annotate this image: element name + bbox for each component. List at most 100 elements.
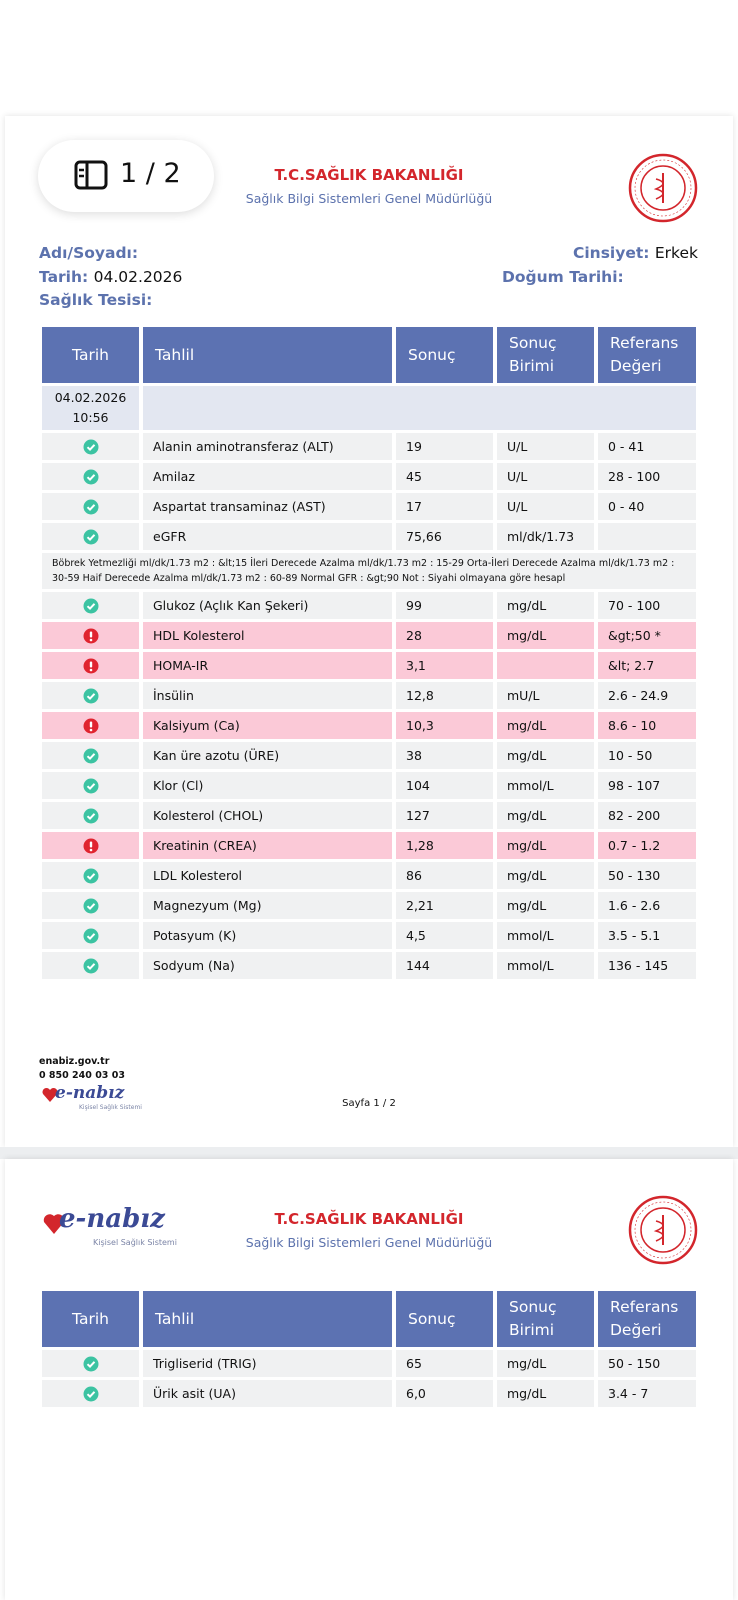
column-header: Referans Değeri bbox=[598, 1291, 696, 1347]
header-title: T.C.SAĞLIK BAKANLIĞI bbox=[274, 1210, 464, 1228]
status-cell bbox=[42, 862, 139, 889]
result: 104 bbox=[396, 772, 493, 799]
test-name: İnsülin bbox=[143, 682, 392, 709]
test-name: Ürik asit (UA) bbox=[143, 1380, 392, 1407]
page-2: e-nabız Kişisel Sağlık Sistemi T.C.SAĞLI… bbox=[5, 1159, 733, 1600]
result: 38 bbox=[396, 742, 493, 769]
reference: 0 - 41 bbox=[598, 433, 696, 460]
status-cell bbox=[42, 1380, 139, 1407]
time: 10:56 bbox=[72, 410, 109, 425]
check-icon bbox=[83, 958, 98, 974]
check-icon bbox=[83, 439, 98, 455]
result-row: Glukoz (Açlık Kan Şekeri) 99 mg/dL 70 - 100 bbox=[42, 592, 696, 619]
check-icon bbox=[83, 1386, 98, 1402]
footer-logo: e-nabız bbox=[55, 1083, 125, 1103]
result-row-abnormal: HDL Kolesterol 28 mg/dL &gt;50 * bbox=[42, 622, 696, 649]
test-name: Kan üre azotu (ÜRE) bbox=[143, 742, 392, 769]
reference: 3.4 - 7 bbox=[598, 1380, 696, 1407]
header-row: Tarih Tahlil Sonuç Sonuç Birimi Referans Değ… bbox=[42, 327, 696, 383]
result: 45 bbox=[396, 463, 493, 490]
reference: 0 - 40 bbox=[598, 493, 696, 520]
test-name: Alanin aminotransferaz (ALT) bbox=[143, 433, 392, 460]
alert-icon bbox=[83, 838, 98, 854]
column-header: Tarih bbox=[42, 327, 139, 383]
result: 86 bbox=[396, 862, 493, 889]
column-header: Referans Değeri bbox=[598, 327, 696, 383]
result-row: İnsülin 12,8 mU/L 2.6 - 24.9 bbox=[42, 682, 696, 709]
date-value: 04.02.2026 bbox=[93, 268, 183, 286]
result-row-abnormal: Kreatinin (CREA) 1,28 mg/dL 0.7 - 1.2 bbox=[42, 832, 696, 859]
result: 1,28 bbox=[396, 832, 493, 859]
unit: mg/dL bbox=[497, 1350, 594, 1377]
date: 04.02.2026 bbox=[54, 390, 127, 405]
page-indicator-text: 1 / 2 bbox=[120, 158, 181, 189]
unit: mg/dL bbox=[497, 892, 594, 919]
unit: U/L bbox=[497, 493, 594, 520]
result: 99 bbox=[396, 592, 493, 619]
page-number: Sayfa 1 / 2 bbox=[342, 1098, 396, 1109]
logo: e-nabız bbox=[59, 1204, 165, 1234]
date-row: 04.02.2026 10:56 bbox=[42, 386, 696, 430]
status-cell bbox=[42, 493, 139, 520]
unit: mg/dL bbox=[497, 712, 594, 739]
reference: 3.5 - 5.1 bbox=[598, 922, 696, 949]
check-icon bbox=[83, 868, 98, 884]
result: 17 bbox=[396, 493, 493, 520]
unit: mg/dL bbox=[497, 862, 594, 889]
result-row: Kan üre azotu (ÜRE) 38 mg/dL 10 - 50 bbox=[42, 742, 696, 769]
result: 28 bbox=[396, 622, 493, 649]
unit: mg/dL bbox=[497, 832, 594, 859]
check-icon bbox=[83, 469, 98, 485]
reference bbox=[598, 523, 696, 550]
test-name: Kreatinin (CREA) bbox=[143, 832, 392, 859]
result: 2,21 bbox=[396, 892, 493, 919]
logo-tagline: Kişisel Sağlık Sistemi bbox=[93, 1238, 177, 1247]
column-header: Tahlil bbox=[143, 327, 392, 383]
unit: mg/dL bbox=[497, 802, 594, 829]
status-cell bbox=[42, 652, 139, 679]
test-name: LDL Kolesterol bbox=[143, 862, 392, 889]
date-label: Tarih: bbox=[39, 268, 89, 286]
result-row-abnormal: HOMA-IR 3,1 &lt; 2.7 bbox=[42, 652, 696, 679]
result: 127 bbox=[396, 802, 493, 829]
reference: &lt; 2.7 bbox=[598, 652, 696, 679]
test-name: Amilaz bbox=[143, 463, 392, 490]
status-cell bbox=[42, 1350, 139, 1377]
result: 3,1 bbox=[396, 652, 493, 679]
unit: mg/dL bbox=[497, 622, 594, 649]
unit: mU/L bbox=[497, 682, 594, 709]
status-cell bbox=[42, 922, 139, 949]
results-table: Tarih Tahlil Sonuç Sonuç Birimi Referans Değ… bbox=[38, 324, 700, 982]
date-cell: 04.02.2026 10:56 bbox=[42, 386, 139, 430]
status-cell bbox=[42, 712, 139, 739]
gender-value: Erkek bbox=[654, 244, 698, 262]
unit: mmol/L bbox=[497, 952, 594, 979]
alert-icon bbox=[83, 718, 98, 734]
test-name: Sodyum (Na) bbox=[143, 952, 392, 979]
status-cell bbox=[42, 433, 139, 460]
name-label: Adı/Soyadı: bbox=[39, 244, 139, 262]
unit: U/L bbox=[497, 433, 594, 460]
reference: 8.6 - 10 bbox=[598, 712, 696, 739]
result-row: LDL Kolesterol 86 mg/dL 50 - 130 bbox=[42, 862, 696, 889]
alert-icon bbox=[83, 658, 98, 674]
page-indicator[interactable]: 1 / 2 bbox=[38, 140, 214, 212]
result: 144 bbox=[396, 952, 493, 979]
result-row: Potasyum (K) 4,5 mmol/L 3.5 - 5.1 bbox=[42, 922, 696, 949]
unit: U/L bbox=[497, 463, 594, 490]
test-name: Potasyum (K) bbox=[143, 922, 392, 949]
result: 12,8 bbox=[396, 682, 493, 709]
unit: mmol/L bbox=[497, 922, 594, 949]
status-cell bbox=[42, 742, 139, 769]
birth-label: Doğum Tarihi: bbox=[502, 268, 624, 286]
reference: 50 - 150 bbox=[598, 1350, 696, 1377]
reference: &gt;50 * bbox=[598, 622, 696, 649]
pages-icon bbox=[74, 160, 108, 190]
status-cell bbox=[42, 772, 139, 799]
result: 65 bbox=[396, 1350, 493, 1377]
footer-logo-tagline: Kişisel Sağlık Sistemi bbox=[79, 1104, 142, 1111]
unit: mmol/L bbox=[497, 772, 594, 799]
test-name: Trigliserid (TRIG) bbox=[143, 1350, 392, 1377]
status-cell bbox=[42, 892, 139, 919]
test-name: Aspartat transaminaz (AST) bbox=[143, 493, 392, 520]
